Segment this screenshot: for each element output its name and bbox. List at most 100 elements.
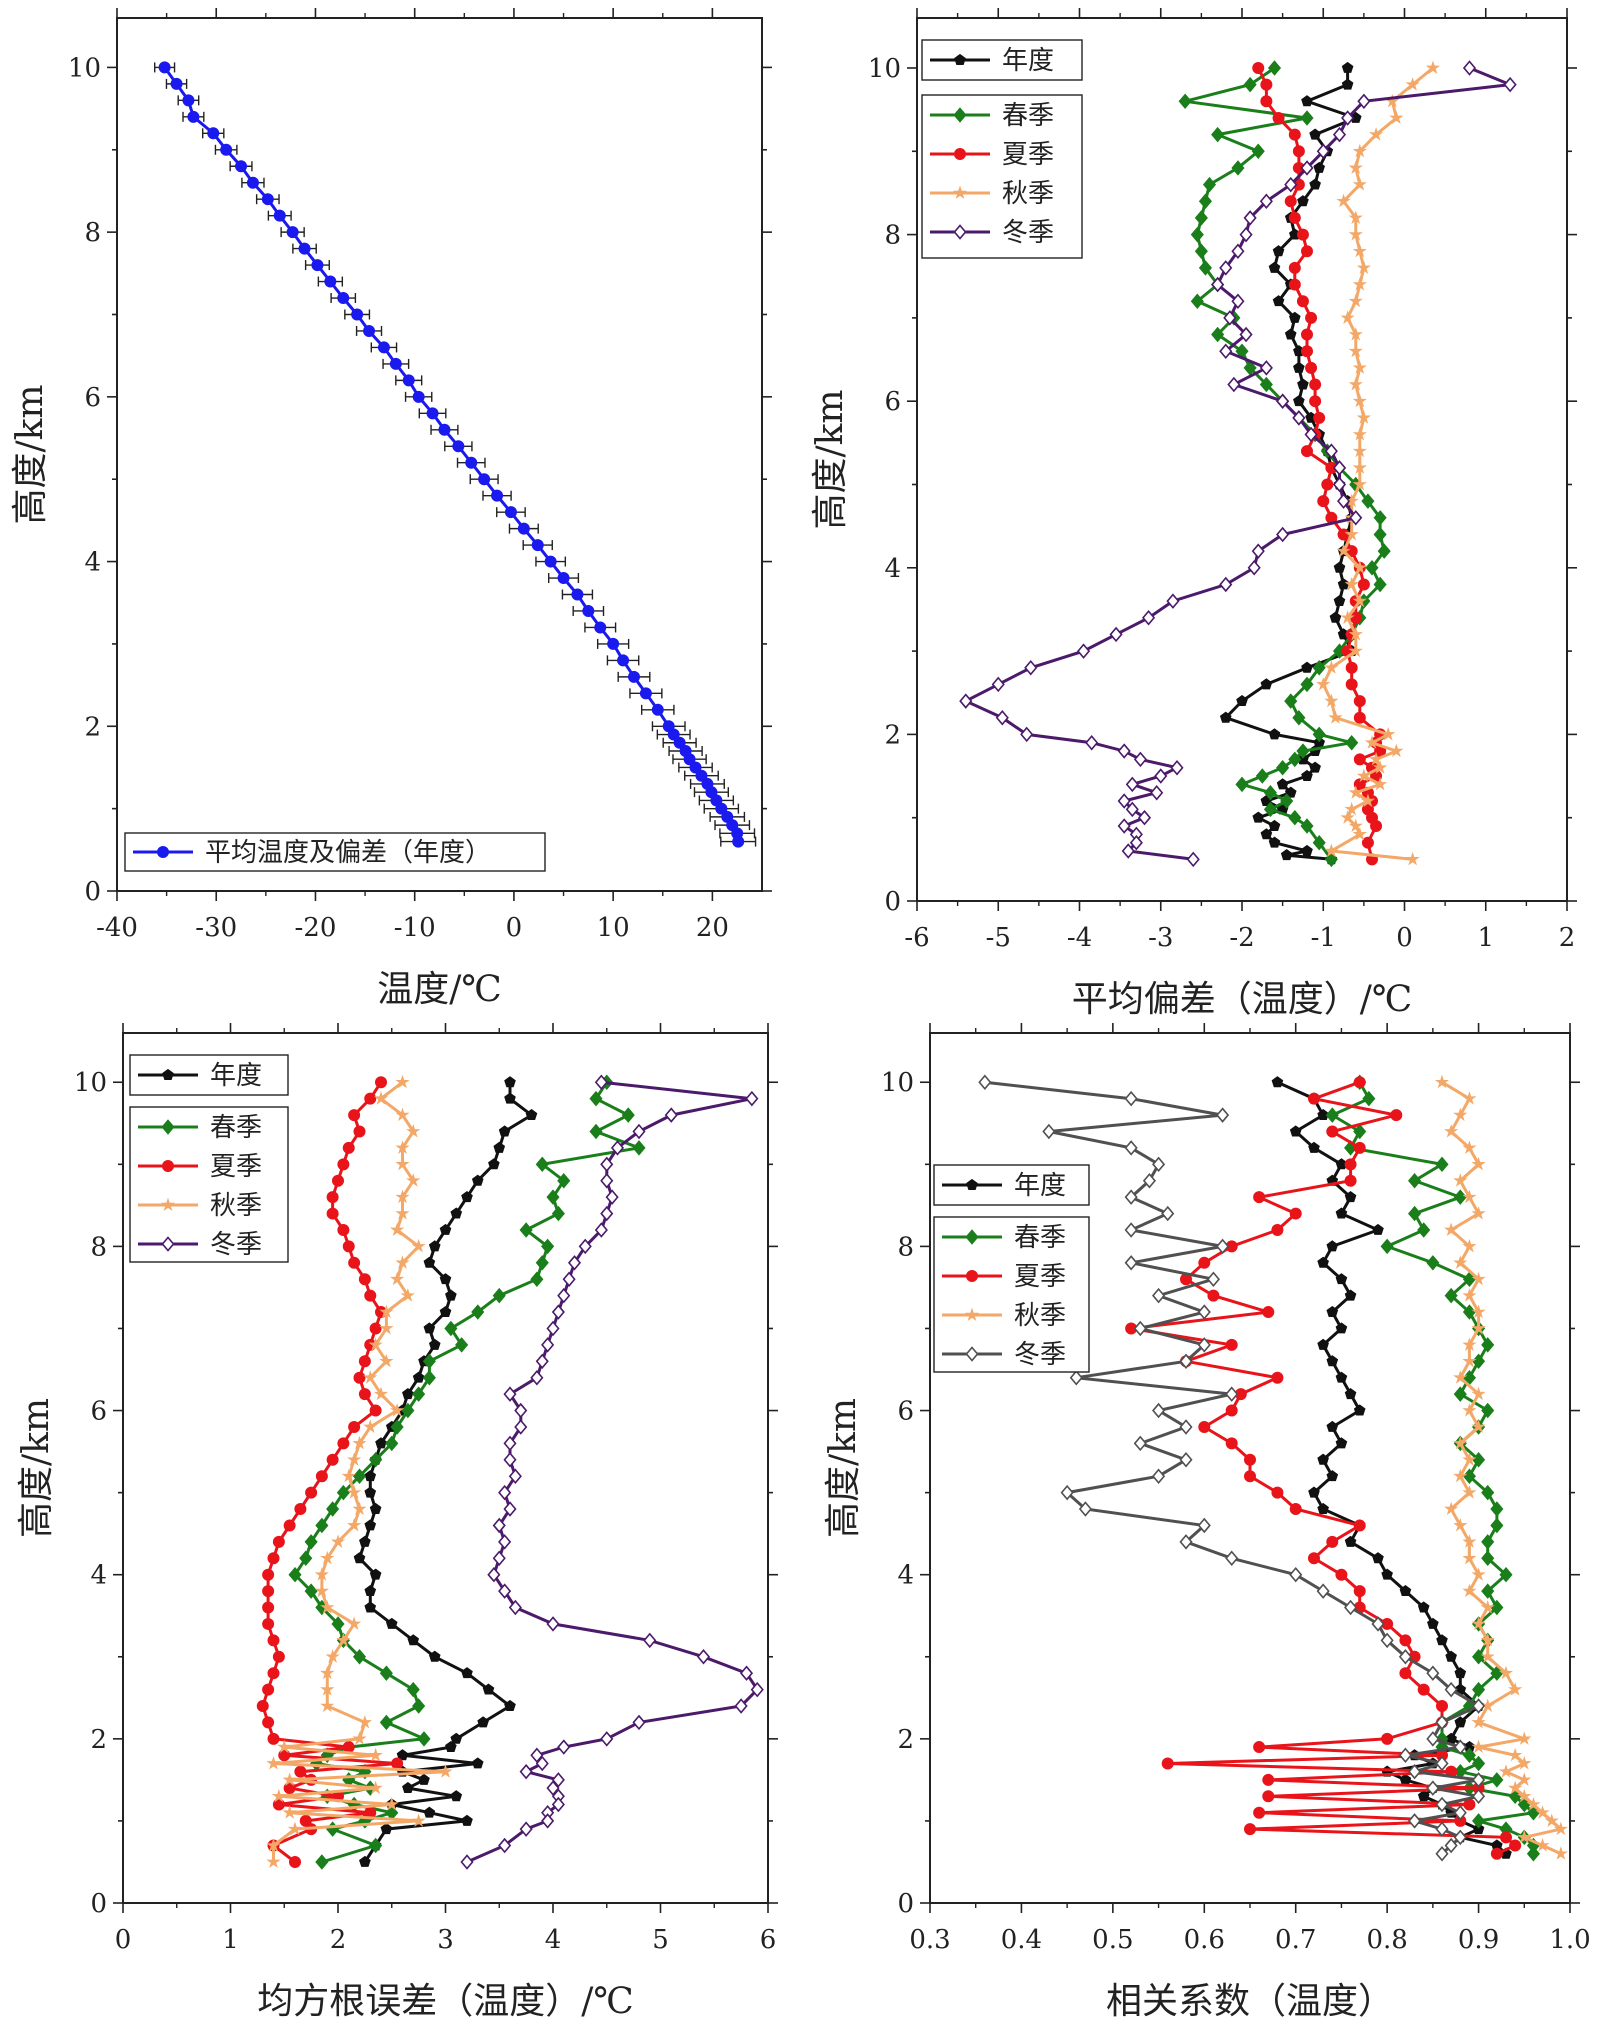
legend-label: 夏季 (1002, 140, 1054, 170)
data-point (1348, 227, 1363, 241)
data-point (326, 1191, 339, 1204)
data-point (1471, 1386, 1486, 1401)
data-point (1340, 610, 1355, 624)
y-tick-label: 6 (90, 1397, 107, 1427)
data-point (1308, 1486, 1320, 1498)
data-point (1462, 1288, 1477, 1302)
data-point (632, 1714, 646, 1731)
data-point (991, 676, 1005, 693)
data-point (1262, 1790, 1275, 1803)
data-point (331, 1616, 345, 1632)
data-point (557, 1173, 571, 1189)
data-point (504, 1076, 516, 1088)
data-point (551, 1772, 565, 1788)
data-point (1361, 493, 1375, 509)
data-point (1292, 145, 1305, 158)
data-point (452, 440, 465, 453)
data-point (627, 670, 640, 683)
data-point (1490, 1847, 1503, 1860)
data-point (298, 242, 311, 255)
data-point (978, 1074, 992, 1090)
data-point (1235, 776, 1249, 793)
data-point (352, 1468, 367, 1484)
data-point (439, 1273, 452, 1285)
data-point (535, 1353, 549, 1370)
x-tick-label: 3 (437, 1925, 454, 1955)
data-point (1344, 1191, 1357, 1203)
data-point (1332, 476, 1347, 493)
data-point (1296, 228, 1309, 241)
y-axis-label: 高度/km (16, 1398, 57, 1538)
data-point (380, 1823, 393, 1835)
data-point (1503, 76, 1517, 93)
data-point (1020, 726, 1034, 743)
legend-marker (954, 53, 966, 65)
data-point (369, 1502, 382, 1514)
data-point (1352, 460, 1367, 474)
data-point (304, 1534, 318, 1550)
legend-label: 冬季 (210, 1230, 262, 1260)
data-point (1348, 160, 1363, 174)
data-point (1348, 293, 1363, 308)
data-point (1161, 1757, 1174, 1770)
data-point (277, 1739, 292, 1754)
data-point (557, 572, 570, 585)
data-point (530, 1369, 544, 1386)
data-point (632, 1123, 646, 1140)
data-point (1453, 1517, 1468, 1532)
data-point (395, 1140, 410, 1154)
data-point (395, 1074, 410, 1089)
data-point (364, 1289, 377, 1302)
data-point (1462, 1485, 1477, 1499)
data-point (1268, 836, 1281, 848)
data-point (1129, 834, 1143, 851)
data-point (1435, 1796, 1449, 1813)
data-point (368, 1337, 383, 1351)
data-point (1481, 1484, 1495, 1501)
data-point (1517, 1772, 1532, 1786)
data-point (1353, 711, 1366, 724)
data-point (1309, 761, 1321, 773)
data-point (1313, 161, 1326, 173)
data-point (1426, 1255, 1440, 1271)
data-point (1352, 243, 1367, 258)
data-point (311, 259, 324, 272)
data-point (352, 1649, 367, 1665)
x-tick-label: 0.5 (1092, 1925, 1133, 1955)
data-point (1435, 1846, 1449, 1862)
data-point (1284, 786, 1297, 798)
data-point (1352, 427, 1367, 441)
y-tick-label: 0 (884, 887, 901, 917)
data-point (347, 1452, 362, 1466)
data-point (639, 687, 652, 700)
data-point (1490, 1517, 1504, 1534)
data-point (1344, 801, 1359, 816)
data-point (460, 1854, 474, 1870)
data-point (1344, 1388, 1357, 1400)
legend-marker (162, 1160, 174, 1172)
data-point (428, 1338, 441, 1350)
data-point (1333, 561, 1346, 573)
legend-marker (966, 1178, 978, 1190)
data-point (535, 1755, 549, 1772)
data-point (400, 1288, 415, 1302)
data-point (498, 1484, 512, 1501)
data-point (1271, 1371, 1284, 1384)
data-point (1345, 678, 1358, 691)
data-point (1324, 660, 1339, 674)
data-point (1301, 245, 1313, 258)
data-point (320, 1550, 335, 1565)
data-point (1259, 360, 1273, 376)
x-tick-label: 0.4 (1001, 1925, 1042, 1955)
data-point (445, 1289, 457, 1301)
data-point (358, 1273, 371, 1286)
y-tick-label: 8 (897, 1232, 914, 1262)
data-point (1288, 278, 1301, 291)
data-point (488, 1158, 500, 1170)
legend-label: 年度 (210, 1061, 262, 1091)
data-point (1247, 560, 1261, 576)
data-point (391, 1757, 404, 1770)
data-point (1472, 1698, 1486, 1714)
data-point (632, 1140, 646, 1156)
data-point (1517, 1788, 1532, 1803)
